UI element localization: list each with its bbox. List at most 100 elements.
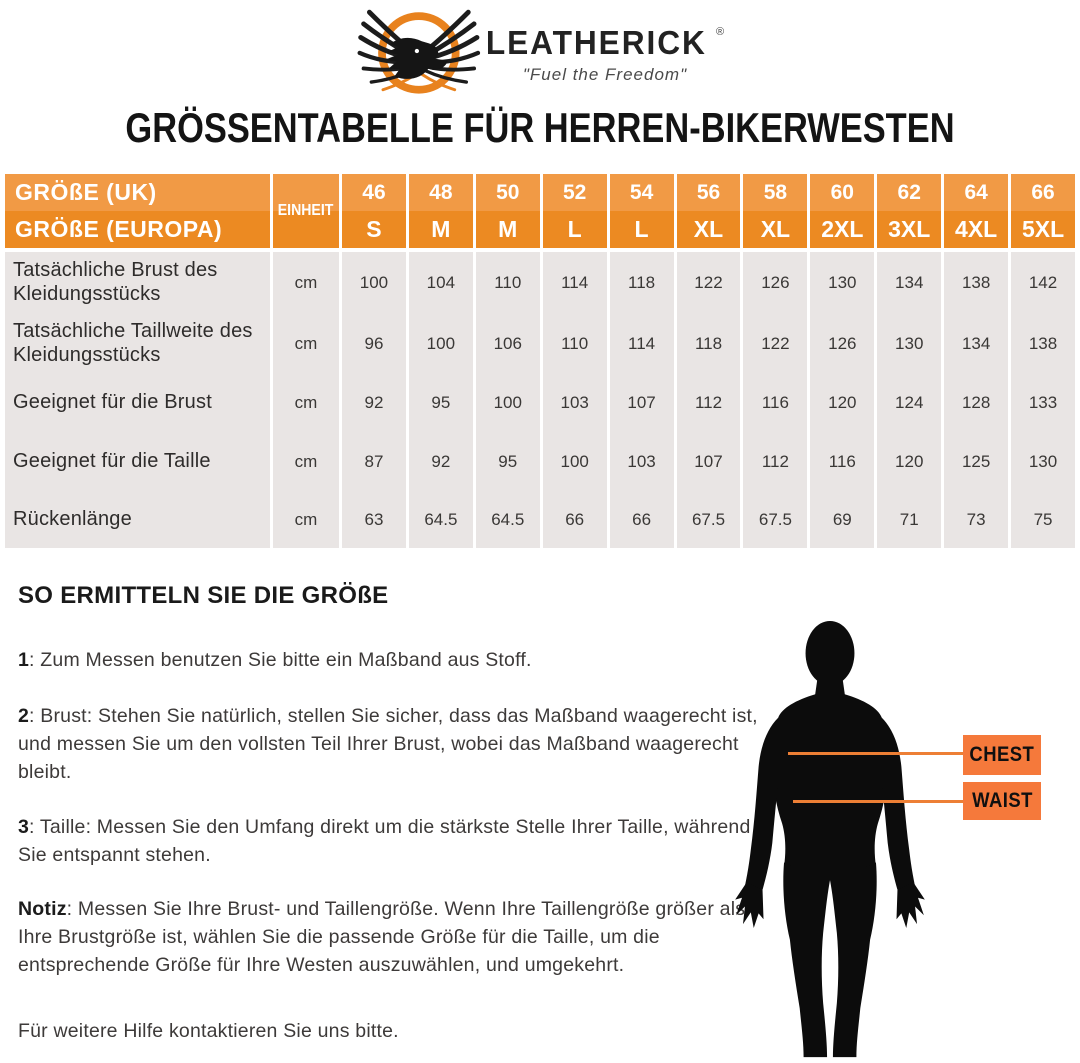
row-label-garment-chest: Tatsächliche Brust des Kleidungsstücks (5, 252, 270, 313)
value-cell: 138 (944, 252, 1009, 313)
unit-cell: cm (273, 374, 339, 432)
page-title: GRÖSSENTABELLE FÜR HERREN-BIKERWESTEN (125, 104, 955, 151)
value-cell: 67.5 (676, 492, 741, 548)
size-column: 48 M (408, 174, 473, 248)
value-cell: 138 (1011, 313, 1075, 374)
brand-text-block: LEATHERICK ® "Fuel the Freedom" (486, 18, 724, 85)
step-1: 1: Zum Messen benutzen Sie bitte ein Maß… (18, 649, 532, 671)
value-cell: 142 (1011, 252, 1075, 313)
value-cell: 130 (877, 313, 942, 374)
note-paragraph: Notiz: Messen Sie Ihre Brust- und Taille… (18, 898, 746, 976)
value-cell: 107 (676, 432, 741, 492)
size-table-body: Tatsächliche Brust des Kleidungsstücks c… (5, 252, 1075, 548)
row-label-back-length: Rückenlänge (5, 492, 270, 548)
row-label-fits-waist: Geeignet für die Taille (5, 432, 270, 492)
value-cell: 114 (542, 252, 607, 313)
value-cell: 110 (542, 313, 607, 374)
value-cell: 103 (542, 374, 607, 432)
step-2: 2: Brust: Stehen Sie natürlich, stellen … (18, 705, 758, 783)
value-cell: 134 (944, 313, 1009, 374)
value-cell: 128 (944, 374, 1009, 432)
value-cell: 64.5 (408, 492, 473, 548)
value-cell: 64.5 (475, 492, 540, 548)
size-column: 54 L (609, 174, 674, 248)
value-cell: 126 (810, 313, 875, 374)
value-cell: 116 (810, 432, 875, 492)
value-cell: 75 (1011, 492, 1075, 548)
registered-mark: ® (716, 25, 725, 38)
how-to-heading: SO ERMITTELN SIE DIE GRÖßE (18, 582, 389, 609)
size-column: 50 M (475, 174, 540, 248)
unit-cell: cm (273, 432, 339, 492)
size-column: 52 L (542, 174, 607, 248)
waist-label-badge: WAIST (963, 782, 1041, 820)
step-3: 3: Taille: Messen Sie den Umfang direkt … (18, 816, 751, 866)
size-column: 58 XL (743, 174, 808, 248)
value-cell: 122 (676, 252, 741, 313)
size-table: GRÖßE (UK) GRÖßE (EUROPA) EINHEIT 46 S 4… (5, 174, 1075, 548)
value-cell: 87 (342, 432, 406, 492)
contact-help-line: Für weitere Hilfe kontaktieren Sie uns b… (18, 1020, 399, 1042)
value-cell: 120 (810, 374, 875, 432)
leatherick-logo-icon (356, 2, 482, 100)
unit-cell: cm (273, 313, 339, 374)
table-header-divider (5, 248, 1075, 252)
value-cell: 63 (342, 492, 406, 548)
unit-cell: cm (273, 492, 339, 548)
brand-header: LEATHERICK ® "Fuel the Freedom" (356, 2, 724, 100)
value-cell: 112 (743, 432, 808, 492)
waist-pointer-line (793, 800, 964, 803)
value-cell: 100 (342, 252, 406, 313)
value-cell: 126 (743, 252, 808, 313)
row-label-garment-waist: Tatsächliche Taillweite des Kleidungsstü… (5, 313, 270, 374)
value-cell: 107 (609, 374, 674, 432)
value-cell: 124 (877, 374, 942, 432)
value-cell: 130 (1011, 432, 1075, 492)
value-cell: 100 (542, 432, 607, 492)
row-label-fits-chest: Geeignet für die Brust (5, 374, 270, 432)
size-system-labels: GRÖßE (UK) GRÖßE (EUROPA) (5, 174, 270, 248)
value-cell: 122 (743, 313, 808, 374)
value-cell: 66 (609, 492, 674, 548)
size-uk-label: GRÖßE (UK) (5, 174, 270, 211)
value-cell: 125 (944, 432, 1009, 492)
value-cell: 69 (810, 492, 875, 548)
value-cell: 130 (810, 252, 875, 313)
size-column: 64 4XL (944, 174, 1009, 248)
size-column: 56 XL (676, 174, 741, 248)
value-cell: 112 (676, 374, 741, 432)
value-cell: 95 (408, 374, 473, 432)
size-table-header: GRÖßE (UK) GRÖßE (EUROPA) EINHEIT 46 S 4… (5, 174, 1075, 248)
value-cell: 118 (609, 252, 674, 313)
value-cell: 106 (475, 313, 540, 374)
value-cell: 67.5 (743, 492, 808, 548)
unit-header-cell: EINHEIT (273, 174, 339, 248)
value-cell: 120 (877, 432, 942, 492)
value-cell: 100 (408, 313, 473, 374)
value-cell: 134 (877, 252, 942, 313)
value-cell: 71 (877, 492, 942, 548)
size-column: 62 3XL (877, 174, 942, 248)
chest-label-badge: CHEST (963, 735, 1041, 775)
size-column: 66 5XL (1011, 174, 1075, 248)
value-cell: 95 (475, 432, 540, 492)
value-cell: 103 (609, 432, 674, 492)
size-europa-label: GRÖßE (EUROPA) (5, 211, 270, 248)
brand-name: LEATHERICK (485, 23, 707, 61)
value-cell: 133 (1011, 374, 1075, 432)
brand-tagline: "Fuel the Freedom" (522, 64, 688, 84)
value-cell: 66 (542, 492, 607, 548)
value-cell: 116 (743, 374, 808, 432)
size-column: 46 S (342, 174, 406, 248)
value-cell: 100 (475, 374, 540, 432)
value-cell: 73 (944, 492, 1009, 548)
value-cell: 114 (609, 313, 674, 374)
value-cell: 92 (342, 374, 406, 432)
value-cell: 96 (342, 313, 406, 374)
value-cell: 118 (676, 313, 741, 374)
value-cell: 110 (475, 252, 540, 313)
value-cell: 92 (408, 432, 473, 492)
chest-pointer-line (788, 752, 964, 755)
value-cell: 104 (408, 252, 473, 313)
